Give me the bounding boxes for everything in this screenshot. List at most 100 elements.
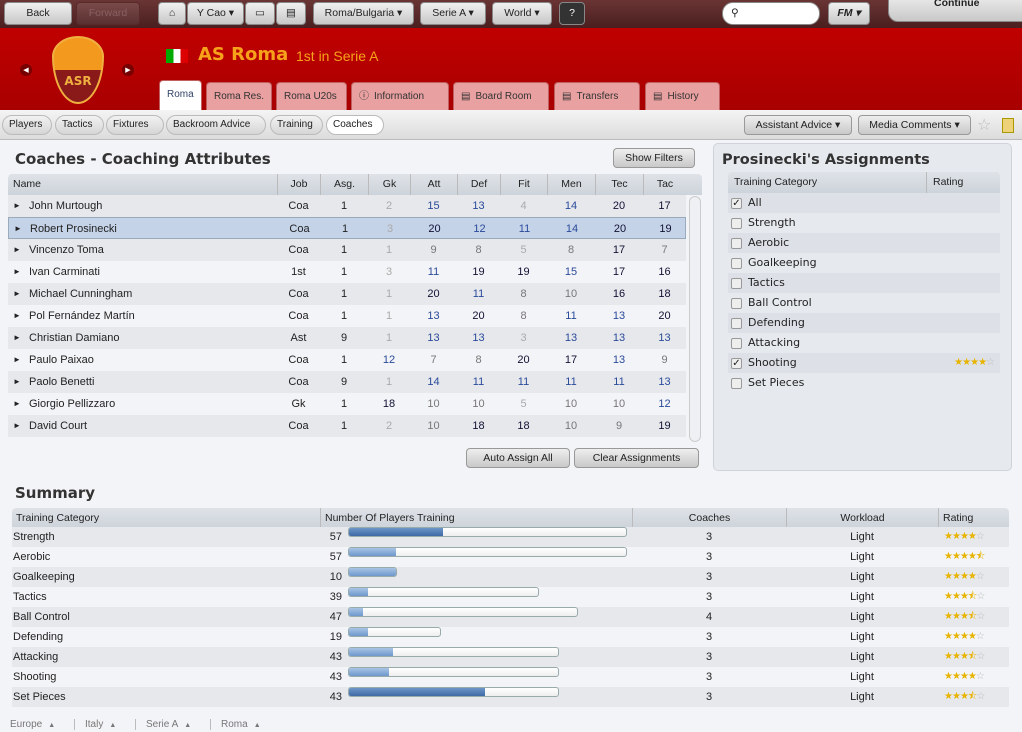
manager-menu[interactable]: Y Cao ▾: [187, 2, 244, 25]
row-arrow-icon[interactable]: ►: [13, 377, 21, 386]
coach-row[interactable]: ► Giorgio Pellizzaro Gk 1 18 10 10 5 10 10 12: [8, 393, 686, 415]
assignment-row[interactable]: ✓ Shooting ★★★★☆: [728, 353, 1000, 373]
coach-row[interactable]: ► Paulo Paixao Coa 1 12 7 8 20 17 13 9: [8, 349, 686, 371]
breadcrumb-serie-a[interactable]: Serie A ▲: [135, 719, 191, 730]
assignment-row[interactable]: Ball Control: [728, 293, 1000, 313]
checkbox[interactable]: [731, 217, 742, 229]
coach-row[interactable]: ► Christian Damiano Ast 9 1 13 13 3 13 13 13: [8, 327, 686, 349]
coach-row[interactable]: ► Vincenzo Toma Coa 1 1 9 8 5 8 17 7: [8, 239, 686, 261]
row-arrow-icon[interactable]: ►: [13, 355, 21, 364]
previous-club-arrow-icon[interactable]: ◀: [20, 64, 32, 76]
coach-row[interactable]: ► Paolo Benetti Coa 9 1 14 11 11 11 11 13: [8, 371, 686, 393]
checkbox[interactable]: ✓: [731, 197, 742, 209]
col-job[interactable]: Job: [277, 174, 320, 195]
row-arrow-icon[interactable]: ►: [13, 289, 21, 298]
row-arrow-icon[interactable]: ►: [13, 201, 21, 210]
checkbox[interactable]: [731, 337, 742, 349]
checkbox[interactable]: [731, 317, 742, 329]
continue-button[interactable]: Continue: [888, 0, 1022, 22]
assignment-row[interactable]: Set Pieces: [728, 373, 1000, 393]
checkbox[interactable]: [731, 257, 742, 269]
back-button[interactable]: Back: [4, 2, 72, 25]
tab-history[interactable]: ▤ History: [645, 82, 720, 110]
world-menu[interactable]: World ▾: [492, 2, 552, 25]
col-workload[interactable]: Workload: [786, 508, 938, 528]
search-input[interactable]: ⚲: [722, 2, 820, 25]
subnav-coaches[interactable]: Coaches: [326, 115, 384, 135]
assignment-row[interactable]: Defending: [728, 313, 1000, 333]
col-men[interactable]: Men: [547, 174, 595, 195]
coach-row[interactable]: ► Robert Prosinecki Coa 1 3 20 12 11 14 20 19: [8, 217, 686, 239]
row-arrow-icon[interactable]: ►: [13, 333, 21, 342]
favourite-star-icon[interactable]: ☆: [977, 115, 992, 134]
league-menu[interactable]: Serie A ▾: [420, 2, 486, 25]
col-coaches[interactable]: Coaches: [632, 508, 786, 528]
scrollbar[interactable]: [689, 196, 701, 442]
notes-icon[interactable]: [1002, 118, 1014, 133]
assignment-row[interactable]: Strength: [728, 213, 1000, 233]
row-arrow-icon[interactable]: ►: [13, 421, 21, 430]
coach-row[interactable]: ► Pol Fernández Martín Coa 1 1 13 20 8 11 13 20: [8, 305, 686, 327]
checkbox[interactable]: [731, 297, 742, 309]
star-icon: ☆: [975, 571, 985, 582]
breadcrumb-roma[interactable]: Roma ▲: [210, 719, 261, 730]
assignment-row[interactable]: ✓ All: [728, 193, 1000, 213]
tab-transfers[interactable]: ▤ Transfers: [554, 82, 640, 110]
assistant-advice-button[interactable]: Assistant Advice ▾: [744, 115, 852, 135]
fm-menu[interactable]: FM ▾: [828, 2, 870, 25]
coach-row[interactable]: ► Ivan Carminati 1st 1 3 11 19 19 15 17 16: [8, 261, 686, 283]
breadcrumb-italy[interactable]: Italy ▲: [74, 719, 116, 730]
col-fit[interactable]: Fit: [500, 174, 547, 195]
row-arrow-icon[interactable]: ►: [13, 267, 21, 276]
assignment-row[interactable]: Goalkeeping: [728, 253, 1000, 273]
forward-button[interactable]: Forward: [76, 2, 140, 25]
col-tec[interactable]: Tec: [595, 174, 643, 195]
inbox-icon[interactable]: ▭: [245, 2, 275, 25]
assignment-row[interactable]: Tactics: [728, 273, 1000, 293]
checkbox[interactable]: ✓: [731, 357, 742, 369]
checkbox[interactable]: [731, 377, 742, 389]
breadcrumb-europe[interactable]: Europe ▲: [10, 719, 55, 730]
coach-row[interactable]: ► David Court Coa 1 2 10 18 18 10 9 19: [8, 415, 686, 437]
next-club-arrow-icon[interactable]: ▶: [122, 64, 134, 76]
media-comments-button[interactable]: Media Comments ▾: [858, 115, 971, 135]
tab-roma-u20s[interactable]: Roma U20s: [276, 82, 347, 110]
checkbox[interactable]: [731, 237, 742, 249]
subnav-tactics[interactable]: Tactics: [55, 115, 104, 135]
row-arrow-icon[interactable]: ►: [14, 224, 22, 233]
col-tac[interactable]: Tac: [643, 174, 686, 195]
row-arrow-icon[interactable]: ►: [13, 399, 21, 408]
show-filters-button[interactable]: Show Filters: [613, 148, 695, 168]
tab-information[interactable]: ⓘ Information: [351, 82, 449, 110]
row-arrow-icon[interactable]: ►: [13, 311, 21, 320]
auto-assign-all-button[interactable]: Auto Assign All: [466, 448, 570, 468]
col-gk[interactable]: Gk: [368, 174, 410, 195]
tab-board-room[interactable]: ▤ Board Room: [453, 82, 549, 110]
clear-assignments-button[interactable]: Clear Assignments: [574, 448, 699, 468]
subnav-training[interactable]: Training: [270, 115, 323, 135]
nation-menu[interactable]: Roma/Bulgaria ▾: [313, 2, 414, 25]
subnav-fixtures[interactable]: Fixtures: [106, 115, 164, 135]
tab-roma-res-[interactable]: Roma Res.: [206, 82, 272, 110]
assignment-row[interactable]: Aerobic: [728, 233, 1000, 253]
col-att[interactable]: Att: [410, 174, 457, 195]
coach-row[interactable]: ► John Murtough Coa 1 2 15 13 4 14 20 17: [8, 195, 686, 217]
col-number-of-players-training[interactable]: Number Of Players Training: [320, 508, 632, 528]
col-asg[interactable]: Asg.: [320, 174, 368, 195]
subnav-players[interactable]: Players: [2, 115, 52, 135]
assignment-row[interactable]: Attacking: [728, 333, 1000, 353]
breadcrumb-label: Roma: [221, 719, 248, 730]
col-rating[interactable]: Rating: [938, 508, 1009, 528]
help-button[interactable]: ?: [559, 2, 585, 25]
home-icon[interactable]: ⌂: [158, 2, 186, 25]
row-arrow-icon[interactable]: ►: [13, 245, 21, 254]
checkbox[interactable]: [731, 277, 742, 289]
col-def[interactable]: Def: [457, 174, 500, 195]
subnav-backroom-advice[interactable]: Backroom Advice: [166, 115, 266, 135]
news-icon[interactable]: ▤: [276, 2, 306, 25]
tab-roma[interactable]: Roma: [159, 80, 202, 110]
assignment-label: Attacking: [748, 336, 801, 349]
coach-row[interactable]: ► Michael Cunningham Coa 1 1 20 11 8 10 16 18: [8, 283, 686, 305]
col-name[interactable]: Name: [13, 178, 42, 190]
col-training-category[interactable]: Training Category: [16, 512, 100, 524]
